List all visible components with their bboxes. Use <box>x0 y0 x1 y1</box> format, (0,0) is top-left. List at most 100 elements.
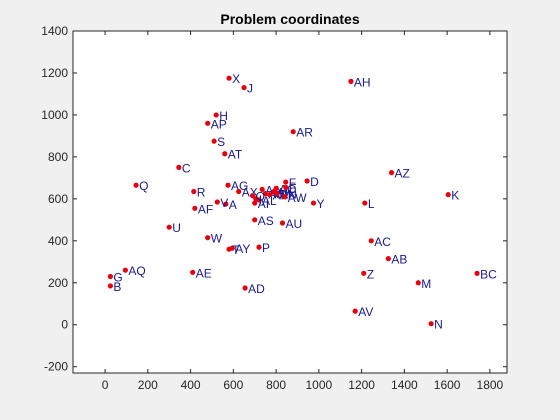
x-tick-label: 800 <box>266 378 286 392</box>
data-point-marker <box>252 200 258 206</box>
data-point-label: AU <box>286 217 303 231</box>
data-point-marker <box>226 75 232 81</box>
data-point-label: BC <box>480 267 497 281</box>
y-tick-label: 0 <box>61 318 68 332</box>
data-point-marker <box>213 112 219 118</box>
data-point-label: AG <box>231 179 248 193</box>
data-point-marker <box>428 321 434 327</box>
data-point-marker <box>290 129 296 135</box>
x-tick-label: 400 <box>181 378 201 392</box>
data-point-marker <box>192 205 198 211</box>
data-point-marker <box>310 200 317 206</box>
data-point-marker <box>445 192 451 198</box>
data-point-label: I <box>259 193 262 207</box>
data-point-label: AF <box>198 202 213 216</box>
data-point-label: M <box>421 277 431 291</box>
data-point-label: Y <box>317 197 325 211</box>
data-point-label: AT <box>228 148 243 162</box>
y-tick-label: 1200 <box>41 66 68 80</box>
data-point-marker <box>348 78 354 84</box>
data-point-label: AL <box>262 194 277 208</box>
plot-area <box>72 30 508 374</box>
data-point-marker <box>385 256 391 262</box>
data-point-label: T <box>232 243 240 257</box>
data-point-marker <box>133 182 139 188</box>
data-point-marker <box>205 235 211 241</box>
data-point-marker <box>256 244 262 250</box>
data-point-label: W <box>211 232 223 246</box>
data-point-label: AC <box>374 235 391 249</box>
data-point-marker <box>122 267 128 273</box>
data-point-label: J <box>247 82 253 96</box>
data-point-label: AY <box>235 242 250 256</box>
y-tick-label: 400 <box>48 234 68 248</box>
y-axis-ticks: -200 0 200 400 600 800 1000 1200 1400 <box>41 24 507 374</box>
data-point-marker <box>252 217 258 223</box>
data-point-marker <box>241 85 247 91</box>
data-point-label: H <box>219 109 228 123</box>
data-point-label: R <box>197 186 206 200</box>
y-tick-label: 600 <box>48 192 68 206</box>
data-point-label: AK <box>277 186 293 200</box>
data-point-marker <box>362 200 368 206</box>
data-point-label: AO <box>279 182 296 196</box>
x-tick-label: 200 <box>138 378 158 392</box>
data-point-label: K <box>451 189 459 203</box>
data-points: AAAABACADAEAFAGAHAIAJAKALAMANAOAPAQARASA… <box>107 72 497 332</box>
data-point-marker <box>474 270 480 276</box>
data-point-label: O <box>256 190 265 204</box>
x-tick-label: 0 <box>102 378 109 392</box>
y-tick-label: -200 <box>44 360 68 374</box>
data-point-label: AD <box>248 282 265 296</box>
data-point-marker <box>191 188 197 195</box>
data-point-label: AZ <box>395 167 410 181</box>
data-point-marker <box>283 184 289 190</box>
data-point-marker <box>273 185 279 191</box>
data-point-label: AR <box>296 126 313 140</box>
data-point-label: B <box>113 280 121 294</box>
x-tick-label: 1800 <box>477 378 504 392</box>
x-tick-label: 600 <box>223 378 243 392</box>
data-point-marker <box>205 120 211 126</box>
x-axis-ticks: 0 200 400 600 800 1000 1200 1400 1600 1800 <box>102 31 504 392</box>
data-point-marker <box>361 270 367 276</box>
data-point-label: X <box>232 72 240 86</box>
data-point-marker <box>166 224 172 230</box>
y-tick-label: 1400 <box>41 24 68 38</box>
data-point-marker <box>267 192 273 198</box>
data-point-marker <box>415 280 421 286</box>
data-point-marker <box>236 188 242 195</box>
y-tick-label: 800 <box>48 150 68 164</box>
data-point-marker <box>262 191 269 197</box>
data-point-marker <box>222 151 228 157</box>
chart-title: Problem coordinates <box>220 11 359 27</box>
data-point-label: Q <box>139 179 148 193</box>
data-point-marker <box>283 179 289 185</box>
data-point-label: AQ <box>128 264 145 278</box>
data-point-marker <box>253 196 259 202</box>
x-tick-label: 1600 <box>434 378 461 392</box>
data-point-label: AV <box>358 305 373 319</box>
data-point-marker <box>225 182 231 188</box>
data-point-marker <box>211 138 217 144</box>
data-point-marker <box>368 238 374 244</box>
data-point-marker <box>279 220 286 226</box>
x-tick-label: 1400 <box>391 378 418 392</box>
data-point-marker <box>388 170 395 176</box>
data-point-marker <box>352 308 358 314</box>
data-point-label: F <box>289 176 296 190</box>
data-point-marker <box>282 194 288 200</box>
x-tick-label: 1000 <box>306 378 333 392</box>
data-point-label: AB <box>391 253 407 267</box>
data-point-marker <box>107 283 114 289</box>
data-point-label: AP <box>211 117 227 131</box>
data-point-marker <box>226 246 232 252</box>
data-point-marker <box>304 178 310 184</box>
data-point-label: G <box>113 270 122 284</box>
data-point-label: S <box>217 135 225 149</box>
data-point-label: C <box>182 161 191 175</box>
data-point-marker <box>214 199 220 205</box>
data-point-label: E <box>289 181 297 195</box>
